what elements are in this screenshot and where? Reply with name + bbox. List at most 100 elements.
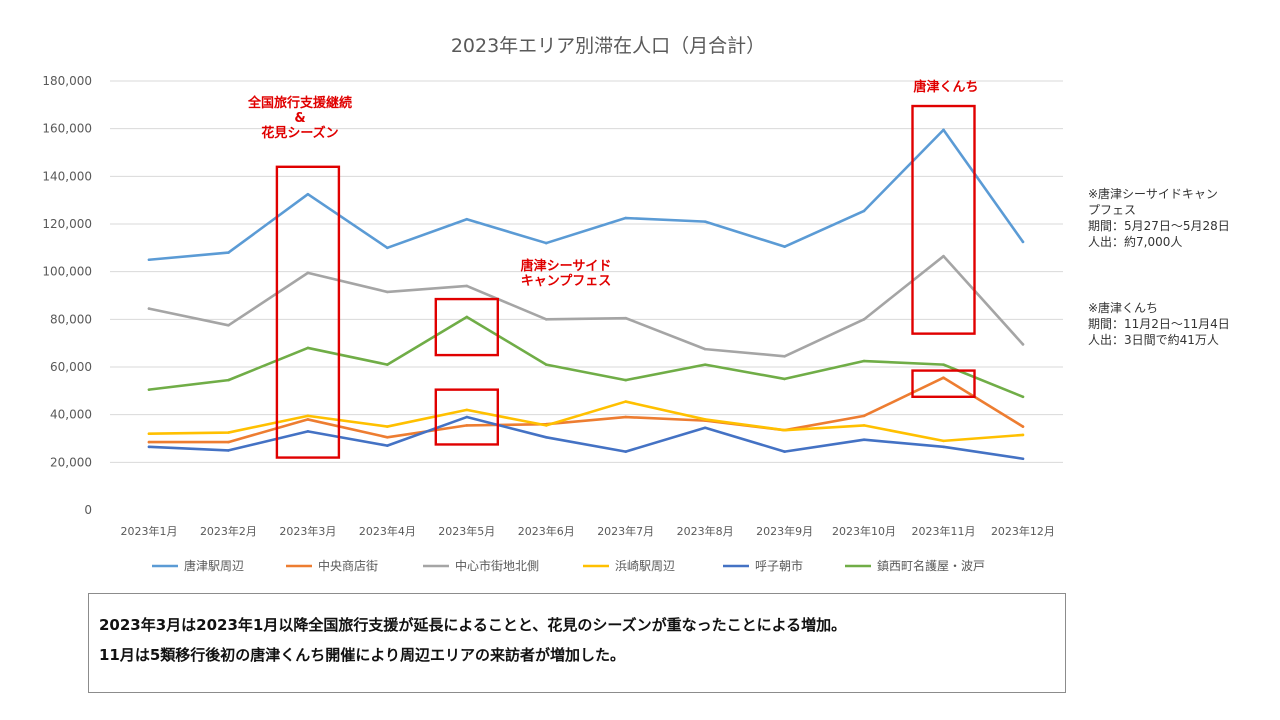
annotation-text: 全国旅行支援継続&花見シーズン bbox=[247, 95, 352, 141]
data-point bbox=[862, 438, 866, 441]
data-point bbox=[147, 432, 151, 436]
data-point bbox=[465, 415, 469, 419]
side-note-line: ※唐津くんち bbox=[1088, 301, 1159, 315]
side-note-line: 人出：約7,000人 bbox=[1088, 235, 1183, 249]
highlight-boxes bbox=[275, 104, 976, 459]
data-point bbox=[942, 128, 945, 132]
legend-label: 唐津駅周辺 bbox=[184, 558, 244, 573]
side-note-line: 人出：3日間で約41万人 bbox=[1088, 333, 1219, 347]
data-point bbox=[624, 316, 627, 320]
y-tick-label: 40,000 bbox=[50, 408, 92, 422]
highlight-box bbox=[911, 369, 976, 398]
side-note-camp-fes: ※唐津シーサイドキャン プフェス 期間：5月27日～5月28日 人出：約7,00… bbox=[1088, 186, 1256, 250]
data-point bbox=[544, 241, 548, 245]
data-point bbox=[1021, 425, 1025, 428]
data-point bbox=[227, 251, 230, 254]
x-tick-label: 2023年4月 bbox=[359, 524, 416, 538]
data-point bbox=[386, 425, 389, 428]
data-point bbox=[227, 431, 230, 434]
summary-line-1: 2023年3月は2023年1月以降全国旅行支援が延長によることと、花見のシーズン… bbox=[99, 616, 847, 634]
series-line bbox=[147, 376, 1025, 444]
y-tick-label: 180,000 bbox=[42, 74, 92, 88]
data-point bbox=[862, 209, 866, 213]
data-point bbox=[862, 414, 866, 418]
data-point bbox=[386, 436, 389, 439]
data-point bbox=[783, 354, 786, 358]
series-line bbox=[147, 254, 1025, 358]
data-point bbox=[544, 424, 548, 427]
data-point bbox=[624, 216, 627, 220]
legend-label: 中心市街地北側 bbox=[455, 558, 539, 573]
annotation-text: 唐津シーサイドキャンプフェス bbox=[521, 258, 612, 289]
data-point bbox=[306, 346, 310, 350]
data-point bbox=[544, 363, 548, 366]
data-point bbox=[306, 430, 310, 433]
data-point bbox=[465, 424, 469, 427]
data-point bbox=[1021, 457, 1025, 461]
data-point bbox=[942, 254, 945, 258]
data-point bbox=[783, 450, 786, 453]
series-line bbox=[147, 128, 1025, 262]
data-point bbox=[624, 450, 627, 453]
data-point bbox=[306, 414, 310, 418]
annotation-text: 唐津くんち bbox=[913, 79, 978, 95]
data-point bbox=[227, 378, 230, 382]
x-tick-label: 2023年11月 bbox=[912, 524, 976, 538]
data-point bbox=[942, 363, 945, 366]
data-point bbox=[862, 359, 866, 363]
x-tick-label: 2023年3月 bbox=[279, 524, 336, 538]
legend-label: 呼子朝市 bbox=[755, 558, 803, 573]
y-tick-label: 140,000 bbox=[42, 169, 92, 183]
data-point bbox=[1021, 395, 1025, 399]
data-point bbox=[942, 445, 945, 449]
x-tick-label: 2023年1月 bbox=[121, 524, 178, 538]
highlight-box bbox=[434, 297, 499, 357]
x-tick-label: 2023年12月 bbox=[991, 524, 1055, 538]
data-point bbox=[147, 258, 151, 262]
data-point bbox=[306, 418, 310, 421]
x-tick-label: 2023年5月 bbox=[438, 524, 495, 538]
data-point bbox=[703, 347, 707, 351]
series-line bbox=[147, 415, 1025, 461]
data-point bbox=[862, 424, 866, 427]
data-point bbox=[703, 418, 707, 421]
data-point bbox=[227, 440, 230, 444]
side-note-kunchi: ※唐津くんち 期間：11月2日～11月4日 人出：3日間で約41万人 bbox=[1088, 300, 1256, 348]
x-tick-label: 2023年8月 bbox=[677, 524, 734, 538]
highlight-box bbox=[275, 165, 341, 459]
data-point bbox=[703, 220, 707, 223]
data-point bbox=[147, 388, 151, 391]
y-tick-label: 20,000 bbox=[50, 455, 92, 469]
data-point bbox=[783, 245, 786, 248]
y-tick-label: 120,000 bbox=[42, 217, 92, 231]
data-point bbox=[465, 217, 469, 221]
data-point bbox=[624, 415, 627, 419]
data-point bbox=[544, 318, 548, 321]
data-point bbox=[624, 378, 627, 382]
x-tick-label: 2023年2月 bbox=[200, 524, 257, 538]
summary-line-2: 11月は5類移行後初の唐津くんち開催により周辺エリアの来訪者が増加した。 bbox=[99, 646, 626, 664]
legend-label: 中央商店街 bbox=[318, 558, 378, 573]
series-line bbox=[147, 315, 1025, 399]
y-tick-label: 0 bbox=[84, 503, 92, 517]
data-point bbox=[1021, 433, 1025, 437]
data-point bbox=[465, 284, 469, 288]
side-note-line: プフェス bbox=[1088, 203, 1137, 217]
series-lines bbox=[147, 128, 1025, 461]
legend-label: 鎮西町名護屋・波戸 bbox=[877, 558, 985, 573]
y-tick-label: 100,000 bbox=[42, 265, 92, 279]
y-tick-label: 160,000 bbox=[42, 122, 92, 136]
y-tick-label: 60,000 bbox=[50, 360, 92, 374]
highlight-box bbox=[434, 388, 499, 446]
series-line bbox=[147, 400, 1025, 443]
x-tick-label: 2023年10月 bbox=[832, 524, 896, 538]
data-point bbox=[386, 363, 389, 366]
data-point bbox=[862, 318, 866, 321]
data-point bbox=[703, 426, 707, 430]
data-point bbox=[147, 440, 151, 444]
x-tick-label: 2023年9月 bbox=[756, 524, 813, 538]
data-point bbox=[1021, 343, 1025, 346]
x-tick-label: 2023年6月 bbox=[518, 524, 575, 538]
chart-title: 2023年エリア別滞在人口（月合計） bbox=[451, 35, 765, 57]
